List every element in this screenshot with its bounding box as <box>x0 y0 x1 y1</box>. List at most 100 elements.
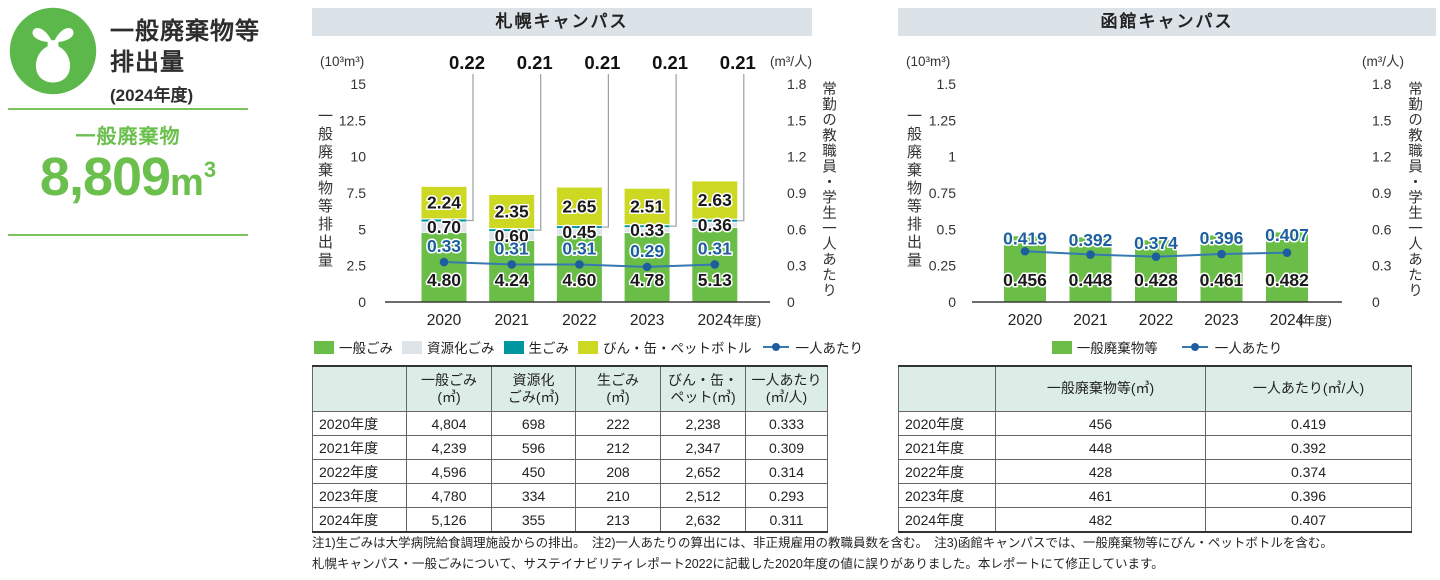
chart-label: (10³m³) <box>906 54 950 69</box>
bar-segment <box>1265 231 1309 303</box>
legend-item: 一般ごみ <box>314 337 393 357</box>
table-row-label: 2023年度 <box>312 483 407 508</box>
callout-leader-line <box>534 74 542 231</box>
sapporo-panel-title: 札幌キャンパス <box>312 8 812 36</box>
table-cell: 4,239 <box>406 435 492 460</box>
chart-label: 2020 <box>1008 312 1043 329</box>
x-axis-labels: 2020 2021 2022 2023 2024(年度) <box>427 312 761 329</box>
chart-label: 1.2 <box>787 149 807 165</box>
bar-labels: 0.456 0.419 0.448 0.392 0.428 0.374 0.461 0.396… <box>1002 223 1311 291</box>
table-cell: 355 <box>491 507 576 533</box>
legend-label: 生ごみ <box>528 341 570 356</box>
chart-label: 0.9 <box>1372 185 1392 201</box>
line-point <box>1217 249 1226 259</box>
bar-segment <box>1003 235 1047 303</box>
table-row: 2020年度 456 0.419 <box>898 411 1412 436</box>
footnotes: 注1)生ごみは大学病院給食調理施設からの排出。 注2)一人あたりの算出には、非正… <box>312 533 1440 574</box>
chart-label: 1.8 <box>787 76 807 92</box>
bar-segment <box>623 187 671 226</box>
table-cell: 0.293 <box>745 483 828 508</box>
chart-label: 2022 <box>1139 312 1173 329</box>
sapporo-left-axis-title: 一般廃棄物等排出量 <box>316 108 333 270</box>
chart-label: 7.5 <box>347 185 367 201</box>
legend-item: 資源化ごみ <box>402 337 495 357</box>
table-row: 2023年度 461 0.396 <box>898 483 1412 508</box>
chart-label: 0.407 <box>1265 225 1309 245</box>
chart-label: 10 <box>350 149 366 165</box>
chart-label: 2.5 <box>347 258 367 274</box>
chart-label: 0.3 <box>787 258 807 274</box>
table-header-cell: 一人あたり(㎥/人) <box>1205 365 1412 412</box>
chart-label: (年度) <box>1299 313 1332 328</box>
chart-label: 0.25 <box>929 258 956 274</box>
chart-label: 0.3 <box>1372 258 1392 274</box>
legend-label: 一人あたり <box>795 341 864 356</box>
chart-label: 0.31 <box>698 238 732 258</box>
line-point <box>1086 250 1095 259</box>
chart-label: 4.78 <box>630 270 664 290</box>
chart-label: 2023 <box>1204 312 1238 329</box>
sapporo-chart-area: 一般廃棄物等排出量 常勤の教職員・学生一人あたり (10³m³) (m³/人) 0 2… <box>312 36 850 332</box>
table-cell: 0.314 <box>745 459 828 484</box>
table-row: 2023年度 4,780 334 210 2,512 0.293 <box>312 483 828 508</box>
table-header-cell: 一般廃棄物等(㎥) <box>995 365 1206 412</box>
metric-label: 一般廃棄物 <box>75 126 181 148</box>
summary-panel: 一般廃棄物等 排出量 (2024年度) 一般廃棄物 8,809m3 <box>8 6 302 566</box>
bar-segment <box>1199 234 1244 303</box>
legend-item-line: 一人あたり <box>1180 337 1282 357</box>
summary-fiscal-year: (2024年度) <box>110 86 194 106</box>
chart-label: 0.33 <box>427 236 461 256</box>
table-cell: 334 <box>491 483 576 508</box>
legend-item: 一般廃棄物等 <box>1051 337 1158 357</box>
chart-label: 0.396 <box>1200 228 1244 248</box>
chart-label: 1.25 <box>929 112 956 128</box>
chart-label: 0.6 <box>1372 221 1392 237</box>
callout-leader-line <box>467 74 474 222</box>
chart-label: 2021 <box>1073 312 1107 329</box>
summary-header: 一般廃棄物等 排出量 (2024年度) <box>8 6 302 106</box>
table-cell: 428 <box>995 459 1206 484</box>
hakodate-chart: (10³m³) (m³/人) 0 0.25 0.5 0.75 1 1.25 1.5 0 0.3 0.6… <box>906 54 1404 329</box>
chart-label: 2.63 <box>698 190 732 210</box>
table-cell: 2,652 <box>660 459 746 484</box>
table-cell: 4,780 <box>406 483 492 508</box>
x-axis-labels: 2020 2021 2022 2023 2024(年度) <box>1008 312 1332 329</box>
table-cell: 0.419 <box>1205 411 1412 436</box>
legend-item-line: 一人あたり <box>761 337 864 357</box>
table-cell: 461 <box>995 483 1206 508</box>
legend-color-chip <box>402 340 422 354</box>
table-cell: 2,632 <box>660 507 746 533</box>
legend-line-marker <box>1181 343 1208 351</box>
table-row: 2024年度 482 0.407 <box>898 507 1412 533</box>
table-row-label: 2023年度 <box>898 483 996 508</box>
table-row-label: 2020年度 <box>898 411 996 436</box>
bar-segment <box>488 193 536 230</box>
hakodate-legend: 一般廃棄物等 一人あたり <box>898 337 1436 357</box>
table-cell: 0.309 <box>745 435 828 460</box>
chart-label: 1.2 <box>1372 149 1392 165</box>
table-cell: 222 <box>575 411 661 436</box>
table-header-cell <box>312 365 407 412</box>
bar-segment <box>555 186 603 227</box>
chart-label: 0.33 <box>630 220 664 240</box>
chart-label: 0.21 <box>517 52 553 73</box>
table-header-cell: 一人あたり(㎥/人) <box>745 365 828 412</box>
chart-label: 0 <box>948 294 956 310</box>
chart-label: 2020 <box>427 312 462 329</box>
table-cell: 0.407 <box>1205 507 1412 533</box>
chart-label: 0.75 <box>929 185 956 201</box>
table-row-label: 2021年度 <box>898 435 996 460</box>
chart-label: 0 <box>358 294 366 310</box>
summary-title-line2: 排出量 <box>110 49 185 77</box>
metric-unit: m <box>170 162 204 204</box>
chart-label: 1.8 <box>1372 76 1392 92</box>
table-cell: 2,347 <box>660 435 746 460</box>
chart-label: 2024 <box>698 312 733 329</box>
table-cell: 448 <box>995 435 1206 460</box>
divider-top <box>8 108 248 110</box>
hakodate-chart-area: 一般廃棄物等排出量 常勤の教職員・学生一人あたり (10³m³) (m³/人) 0 0… <box>898 36 1436 332</box>
chart-label: 4.60 <box>562 270 596 290</box>
table-row: 2021年度 448 0.392 <box>898 435 1412 460</box>
legend-label: 資源化ごみ <box>427 341 495 356</box>
axis-ticks: 0 2.5 5 7.5 10 12.5 15 0 0.3 0.6 0.9 1.2 1.5 1.8 <box>339 76 807 310</box>
